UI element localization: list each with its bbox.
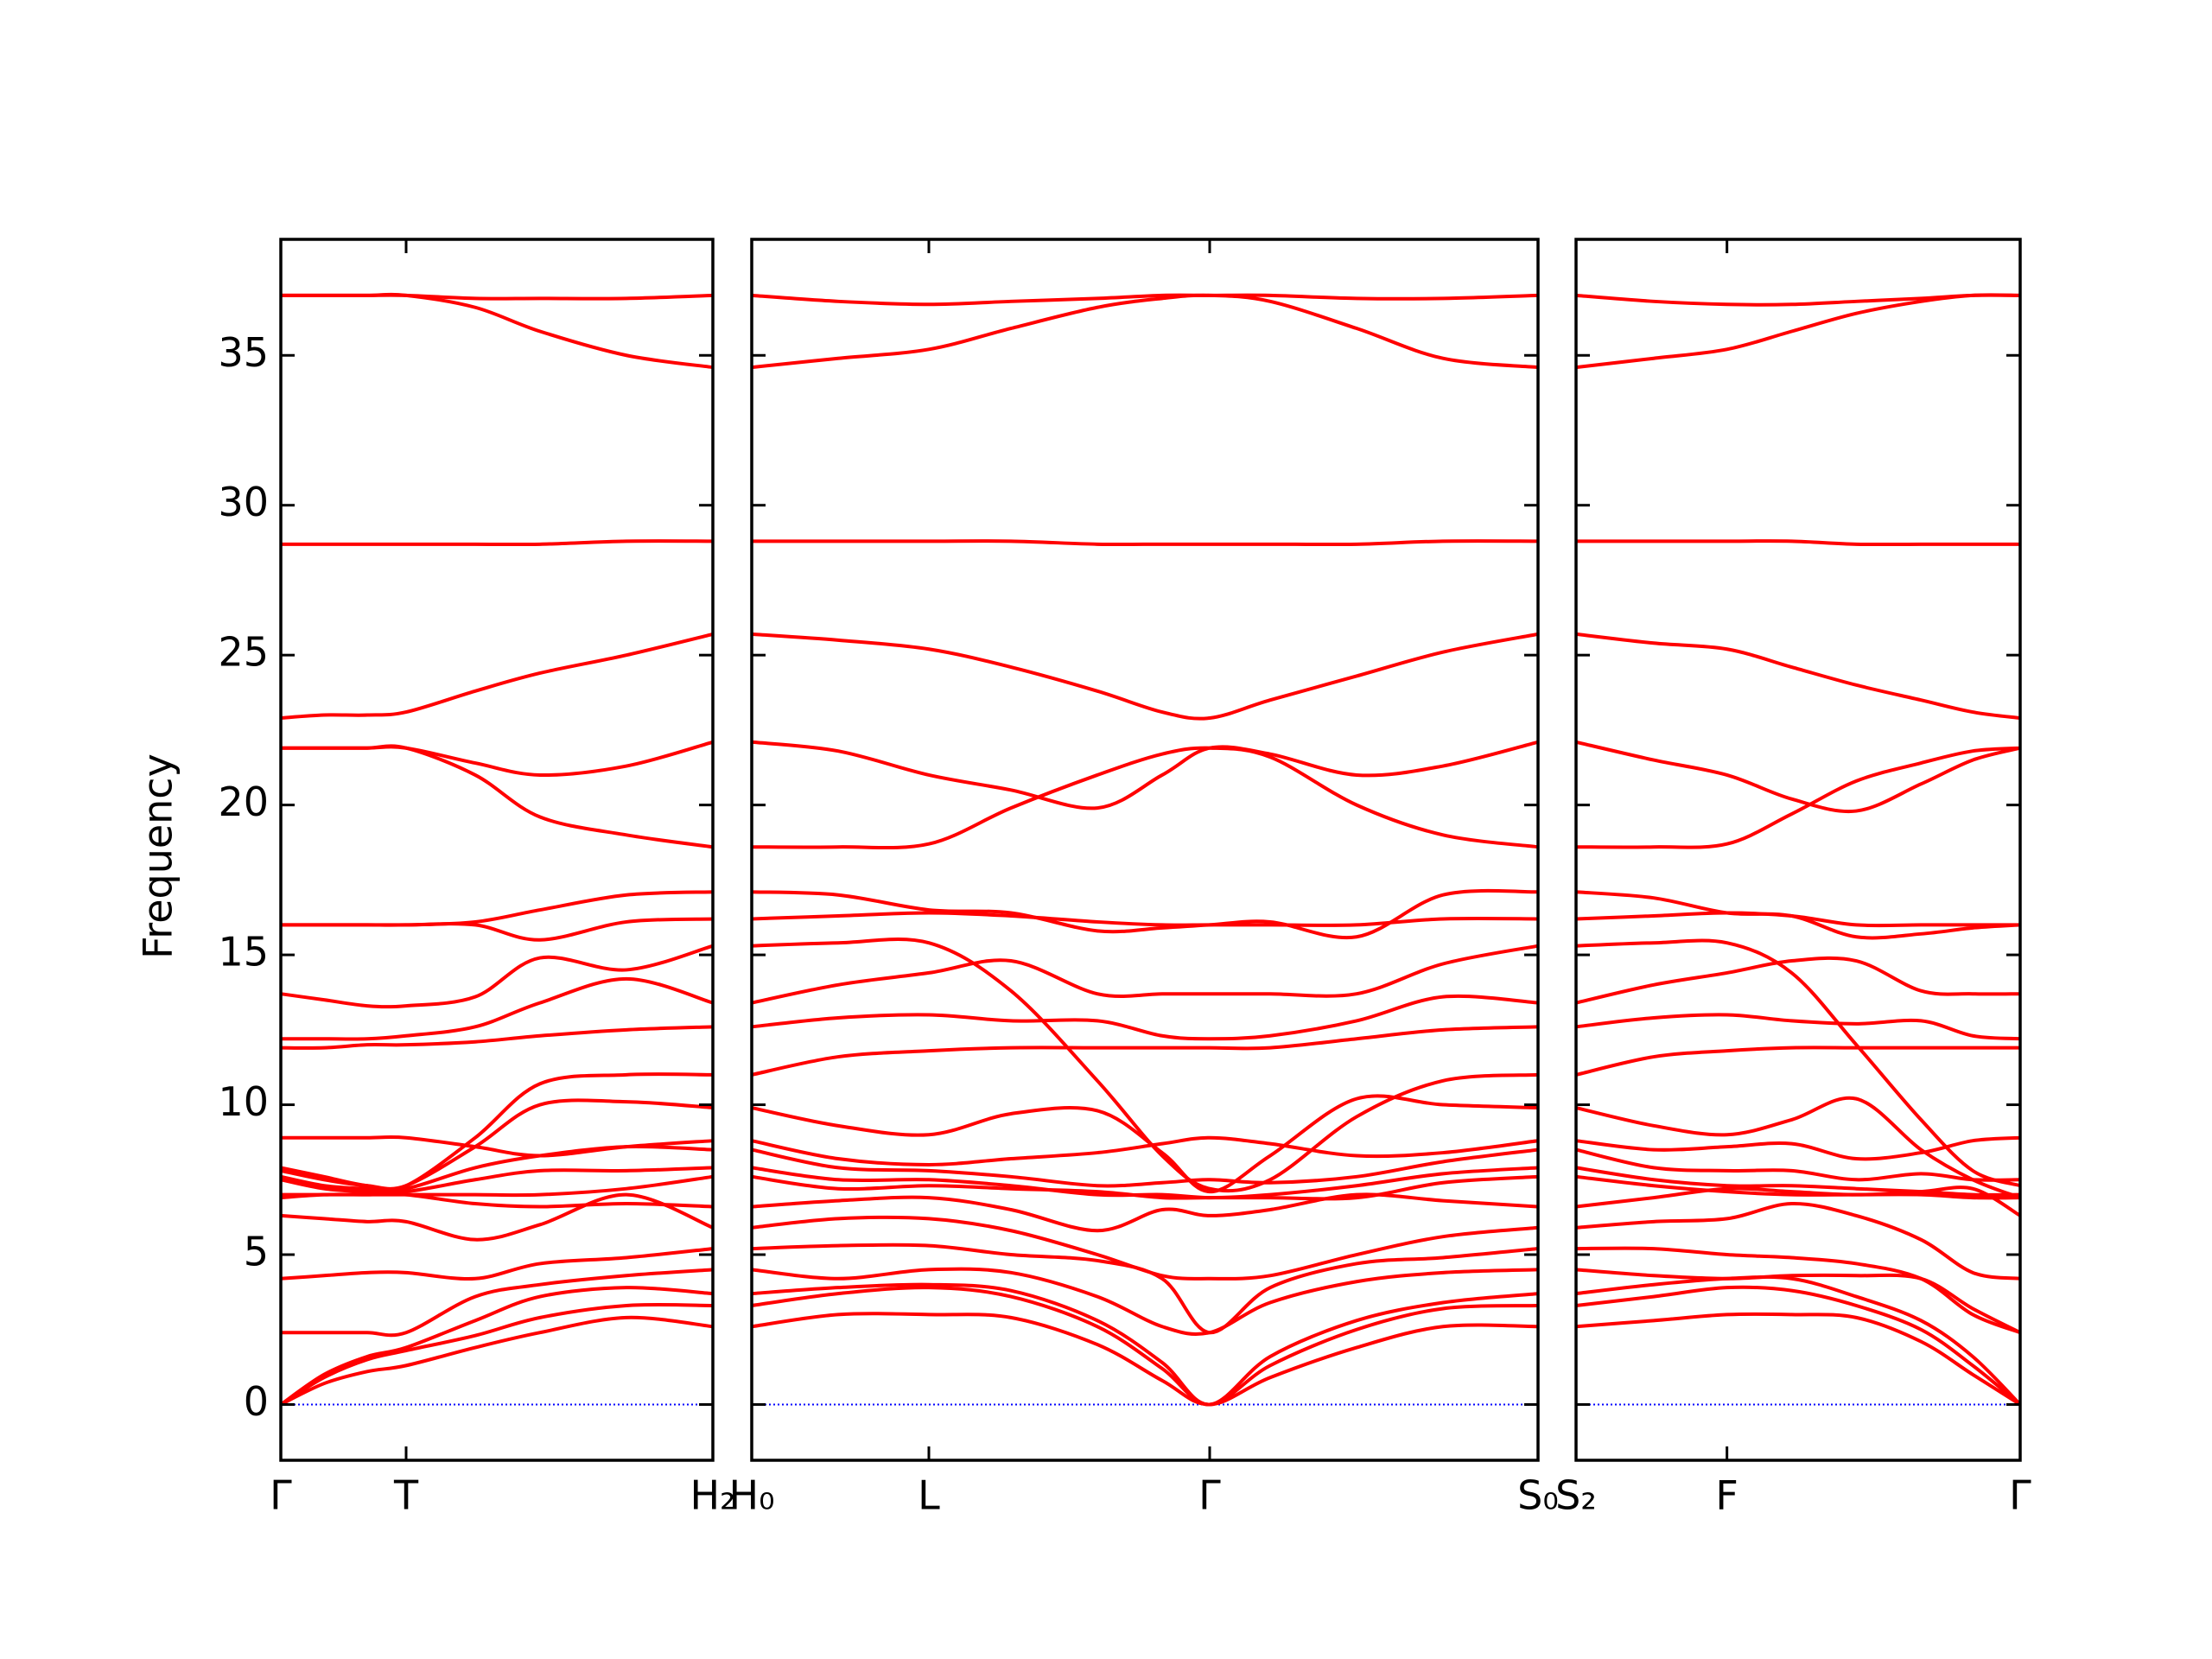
band-line xyxy=(1575,1013,2021,1041)
band-line xyxy=(281,976,714,1041)
band-line xyxy=(279,1302,714,1407)
band-line xyxy=(1575,911,2020,928)
plot-frame xyxy=(1574,238,2022,1462)
band-line xyxy=(280,740,714,777)
band-line xyxy=(1575,956,2021,1005)
band-line xyxy=(1575,938,2021,1188)
x-tick-label: H₂ xyxy=(690,1472,735,1519)
band-line xyxy=(1575,1312,2022,1407)
band-line xyxy=(1575,1046,2020,1077)
y-tick-label: 20 xyxy=(218,779,269,825)
x-tick-label: T xyxy=(393,1472,419,1519)
band-line xyxy=(280,632,714,721)
band-line xyxy=(1575,293,2021,307)
band-line xyxy=(751,632,1539,721)
band-line xyxy=(1575,740,2021,814)
band-line xyxy=(751,944,1539,1005)
band-line xyxy=(1575,1166,2021,1197)
band-line xyxy=(751,539,1539,547)
plot-frame xyxy=(279,238,715,1462)
band-line xyxy=(281,1174,714,1198)
x-tick-label: S₀ xyxy=(1517,1472,1559,1519)
band-line xyxy=(751,293,1539,370)
y-tick-label: 10 xyxy=(218,1078,269,1125)
x-tick-label: H₀ xyxy=(728,1472,774,1519)
band-line xyxy=(1575,1246,2021,1335)
x-tick-label: Γ xyxy=(1198,1472,1221,1519)
band-line xyxy=(751,1025,1539,1077)
band-line xyxy=(751,1282,1539,1407)
band-line xyxy=(751,1243,1539,1335)
band-line xyxy=(751,746,1539,850)
band-line xyxy=(751,1135,1539,1166)
band-line xyxy=(279,1286,714,1407)
band-line xyxy=(1575,1147,2021,1182)
band-line xyxy=(751,740,1539,810)
band-line xyxy=(751,1174,1539,1201)
band-line xyxy=(281,1268,714,1338)
band-line xyxy=(751,1267,1539,1337)
band-line xyxy=(751,293,1539,307)
band-line xyxy=(1575,1274,2022,1406)
band-line xyxy=(1575,1174,2021,1200)
band-line xyxy=(1575,890,2021,940)
band-line xyxy=(1575,1135,2021,1161)
band-line xyxy=(1575,632,2021,721)
band-line xyxy=(280,1025,714,1050)
x-tick-label: F xyxy=(1715,1472,1738,1519)
x-tick-label: S₂ xyxy=(1555,1472,1597,1519)
band-line xyxy=(280,1315,714,1407)
band-line xyxy=(1575,1185,2022,1217)
band-line xyxy=(1575,1096,2021,1199)
y-tick-label: 0 xyxy=(244,1378,269,1425)
x-tick-label: L xyxy=(918,1472,940,1519)
x-tick-label: Γ xyxy=(270,1472,292,1519)
band-line xyxy=(281,293,714,301)
band-line xyxy=(280,1192,714,1242)
band-line xyxy=(281,539,714,547)
band-line xyxy=(751,1286,1539,1407)
band-line xyxy=(751,1147,1539,1188)
x-tick-label: Γ xyxy=(2009,1472,2031,1519)
band-line xyxy=(751,937,1539,1193)
band-line xyxy=(751,1312,1539,1407)
band-line xyxy=(751,1192,1539,1233)
y-tick-label: 35 xyxy=(218,329,269,376)
band-line xyxy=(1575,746,2021,849)
band-line xyxy=(280,1072,714,1192)
band-line xyxy=(1575,1268,2021,1334)
y-tick-label: 30 xyxy=(218,479,269,525)
band-line xyxy=(751,1166,1539,1200)
plot-frame xyxy=(750,238,1540,1462)
y-tick-label: 15 xyxy=(218,929,269,976)
band-line xyxy=(751,888,1539,940)
band-line xyxy=(281,890,714,927)
band-line xyxy=(1575,1285,2022,1407)
band-line xyxy=(280,1247,714,1281)
band-line xyxy=(280,1098,714,1191)
band-line xyxy=(751,1215,1539,1281)
y-tick-label: 25 xyxy=(218,629,269,676)
band-line xyxy=(751,1094,1539,1194)
band-line xyxy=(280,944,714,1009)
band-line xyxy=(1575,539,2020,547)
band-line xyxy=(280,1166,714,1195)
y-axis-label: Frequency xyxy=(135,753,181,959)
band-line xyxy=(751,994,1539,1041)
band-line xyxy=(1575,1202,2021,1281)
y-tick-label: 5 xyxy=(244,1229,269,1275)
